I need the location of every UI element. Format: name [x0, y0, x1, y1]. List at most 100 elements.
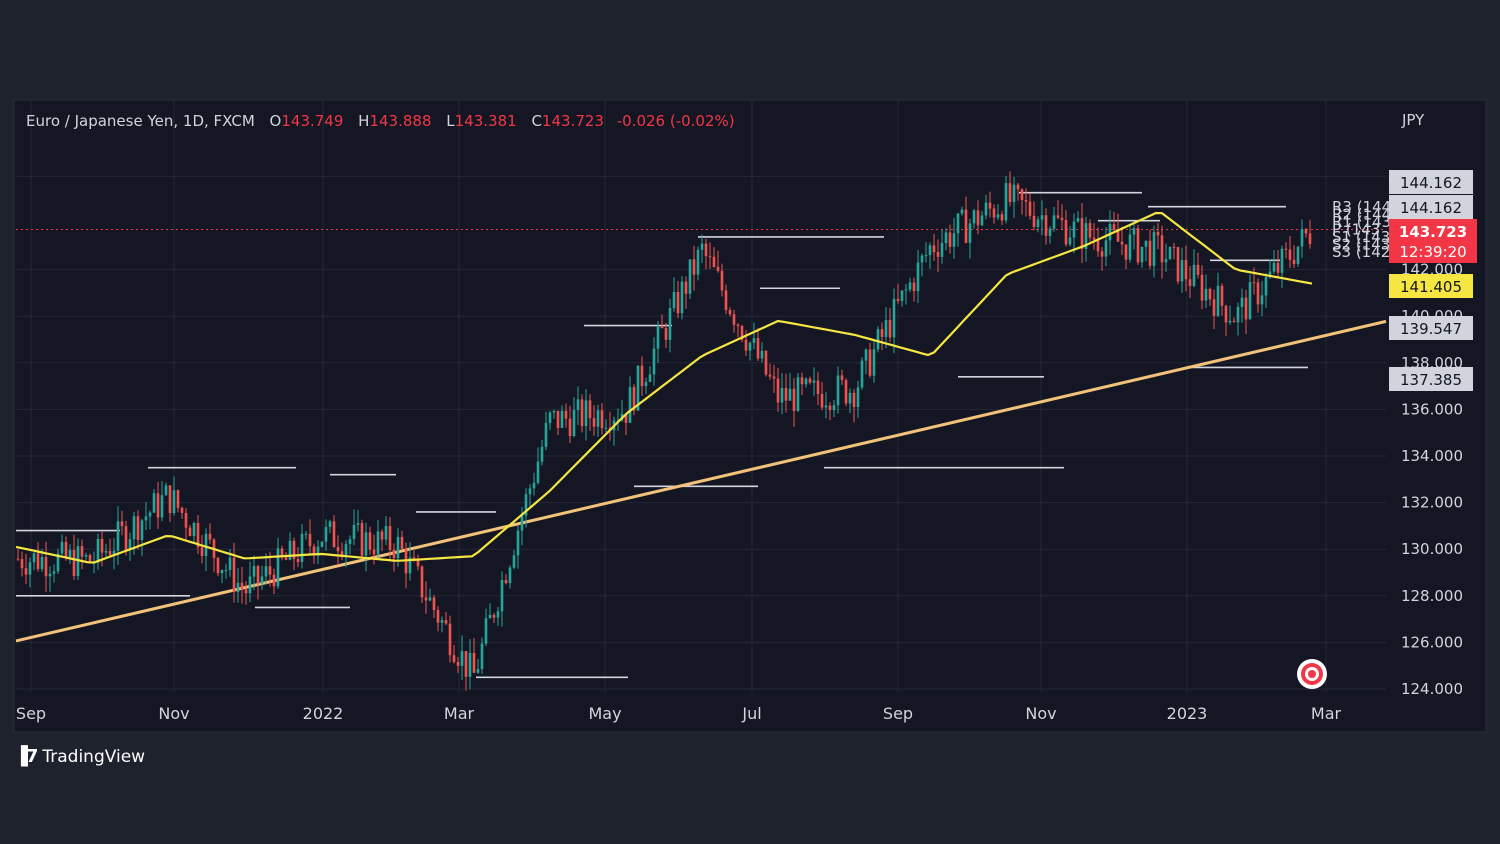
candle-body: [548, 412, 552, 423]
candle-body: [488, 614, 492, 619]
candle-body: [644, 381, 648, 387]
candle-body: [520, 515, 524, 531]
candle-body: [1188, 279, 1192, 286]
candle-body: [460, 651, 464, 666]
candle-body: [52, 571, 56, 574]
candle-body: [724, 290, 728, 311]
candle-body: [24, 568, 28, 575]
candle-body: [284, 557, 288, 560]
price-tag-top1: 144.162: [1389, 170, 1473, 194]
candle-body: [1196, 264, 1200, 275]
ma-price-text: 141.405: [1400, 278, 1462, 296]
candle-body: [88, 554, 92, 563]
candle-body: [228, 557, 232, 570]
candle-body: [1052, 215, 1056, 229]
candle-body: [280, 548, 284, 558]
support-resistance-levels: [16, 191, 1308, 679]
candle-body: [692, 259, 696, 275]
pivot-label: S3 (142: [1332, 243, 1390, 261]
tradingview-brand[interactable]: ▐7 TradingView: [14, 746, 145, 767]
candle-body: [824, 405, 828, 408]
candle-body: [1040, 215, 1044, 220]
candle-body: [496, 611, 500, 618]
target-icon[interactable]: [1297, 659, 1327, 689]
candle-body: [360, 523, 364, 556]
candle-body: [304, 533, 308, 535]
candle-body: [456, 662, 460, 666]
candle-body: [1200, 274, 1204, 301]
candle-body: [112, 550, 116, 556]
candle-body: [896, 298, 900, 301]
candle-body: [1308, 233, 1312, 245]
candle-body: [1268, 271, 1272, 278]
price-tag-top2-text: 144.162: [1400, 199, 1462, 217]
candle-body: [652, 348, 656, 375]
candle-body: [128, 539, 132, 550]
candle-body: [448, 623, 452, 656]
candle-body: [72, 549, 76, 576]
x-axis-ticks: Sep Nov 2022 Mar May Jul Sep Nov 2023 Mar: [16, 704, 1342, 723]
candle-body: [780, 387, 784, 403]
candle-body: [676, 291, 680, 314]
candle-body: [1240, 297, 1244, 308]
candle-body: [120, 521, 124, 527]
candle-body: [956, 213, 960, 234]
candle-body: [888, 320, 892, 338]
candle-body: [1012, 184, 1016, 202]
candle-body: [740, 326, 744, 340]
candle-body: [1000, 214, 1004, 221]
candle-body: [1108, 224, 1112, 241]
candle-body: [1032, 215, 1036, 227]
candle-body: [492, 614, 496, 618]
candle-body: [512, 555, 516, 568]
candle-body: [1152, 231, 1156, 266]
candle-body: [104, 550, 108, 553]
candle-body: [32, 553, 36, 563]
candle-body: [752, 338, 756, 343]
candle-body: [792, 388, 796, 411]
candle-body: [264, 566, 268, 577]
candle-body: [480, 643, 484, 670]
candle-body: [948, 232, 952, 247]
candle-body: [524, 494, 528, 516]
candle-body: [648, 374, 652, 382]
candle-body: [844, 380, 848, 404]
candle-body: [716, 266, 720, 271]
candle-body: [368, 532, 372, 550]
candle-body: [640, 365, 644, 387]
candle-body: [592, 418, 596, 427]
candle-body: [916, 262, 920, 292]
candle-body: [1036, 219, 1040, 227]
candle-body: [192, 522, 196, 537]
candle-body: [124, 526, 128, 550]
candle-body: [1044, 215, 1048, 236]
candle-body: [1264, 277, 1268, 296]
currency-label: JPY: [1401, 111, 1425, 129]
candle-body: [1208, 288, 1212, 300]
candle-body: [1104, 240, 1108, 257]
pivot-label: R2 (144: [1332, 206, 1391, 224]
candle-body: [328, 521, 332, 527]
candle-body: [1112, 224, 1116, 230]
candle-body: [352, 524, 356, 540]
candle-body: [216, 557, 220, 574]
candle-body: [788, 388, 792, 401]
candle-body: [28, 562, 32, 575]
candle-body: [688, 259, 692, 294]
candle-body: [300, 533, 304, 563]
candle-body: [292, 540, 296, 560]
candle-body: [904, 289, 908, 291]
candle-body: [1300, 229, 1304, 247]
x-tick-label: 2022: [303, 704, 344, 723]
y-tick-label: 136.000: [1401, 400, 1463, 418]
candle-body: [248, 576, 252, 594]
close-value: 143.723: [542, 112, 604, 130]
candle-body: [604, 427, 608, 429]
support1-text: 139.547: [1400, 320, 1462, 338]
candle-body: [196, 522, 200, 548]
candle-body: [232, 557, 236, 592]
candle-body: [908, 282, 912, 290]
candle-body: [80, 546, 84, 557]
candle-body: [312, 546, 316, 556]
